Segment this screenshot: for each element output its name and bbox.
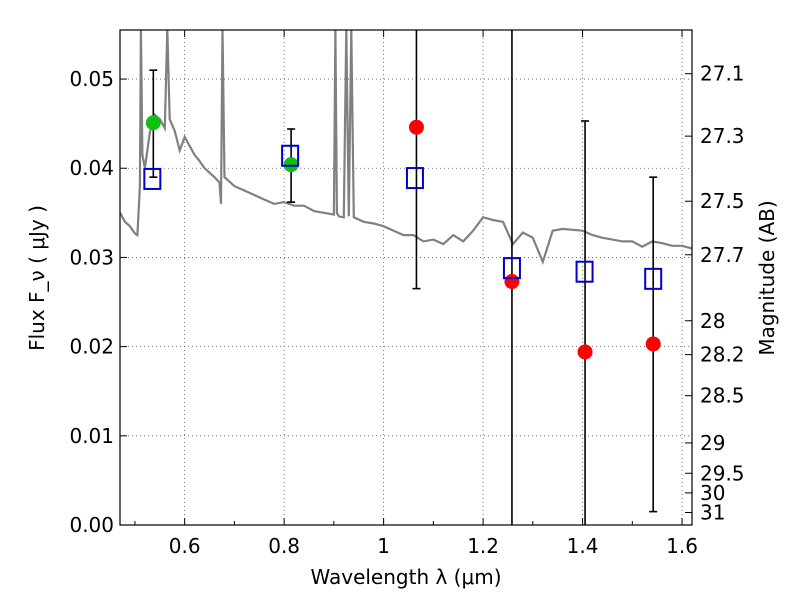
y-tick-label: 0.02 xyxy=(69,335,114,359)
model-photometry-marker xyxy=(575,260,594,283)
mag-tick-label: 28.2 xyxy=(700,343,745,367)
y2-axis-label: Magnitude (AB) xyxy=(755,200,779,355)
mag-tick-label: 27.1 xyxy=(700,62,745,86)
mag-tick-label: 31 xyxy=(700,501,725,525)
model-photometry-marker xyxy=(281,144,300,167)
x-axis-label: Wavelength λ (μm) xyxy=(310,565,501,589)
tick-label-layer: 0.6 0.8 1 1.2 1.4 1.6 0.00 0.01 0.02 0.03 0.04 0.05… xyxy=(69,62,744,558)
y-tick-label: 0.01 xyxy=(69,424,114,448)
detection-point xyxy=(283,157,299,173)
y-tick-label: 0.03 xyxy=(69,245,114,269)
y-axis-label: Flux F_ν ( μJy ) xyxy=(25,205,49,351)
mag-tick-label: 27.5 xyxy=(700,189,745,213)
mag-tick-label: 28.5 xyxy=(700,384,745,408)
model-photometry-marker xyxy=(502,257,521,280)
mag-tick-label: 29 xyxy=(700,431,725,455)
x-tick-label: 1 xyxy=(377,534,390,558)
data-point-layer xyxy=(143,115,663,360)
x-tick-label: 0.8 xyxy=(268,534,300,558)
detection-point xyxy=(145,115,161,131)
measured-flux-point xyxy=(577,344,593,360)
error-bar-layer xyxy=(149,30,658,525)
measured-flux-point xyxy=(408,119,424,135)
plot-frame xyxy=(119,29,693,526)
model-photometry-marker xyxy=(644,267,663,290)
model-spectrum-layer xyxy=(120,30,692,266)
x-tick-label: 1.6 xyxy=(666,534,698,558)
x-tick-label: 1.4 xyxy=(567,534,599,558)
y-tick-label: 0.04 xyxy=(69,156,114,180)
measured-flux-point xyxy=(504,274,520,290)
model-spectrum-line xyxy=(120,30,692,266)
mag-tick-label: 27.7 xyxy=(700,243,745,267)
grid xyxy=(120,30,692,526)
mag-tick-label: 27.3 xyxy=(700,124,745,148)
x-tick-label: 0.6 xyxy=(169,534,201,558)
mag-tick-label: 28 xyxy=(700,309,725,333)
y-tick-label: 0.00 xyxy=(69,513,114,537)
x-tick-label: 1.2 xyxy=(467,534,499,558)
y-tick-label: 0.05 xyxy=(69,67,114,91)
mag-tick-label: 30 xyxy=(700,481,725,505)
measured-flux-point xyxy=(645,336,661,352)
model-photometry-marker xyxy=(405,167,424,190)
tick-layer xyxy=(120,30,692,526)
mag-tick-label: 29.5 xyxy=(700,461,745,485)
model-photometry-marker xyxy=(143,167,162,190)
